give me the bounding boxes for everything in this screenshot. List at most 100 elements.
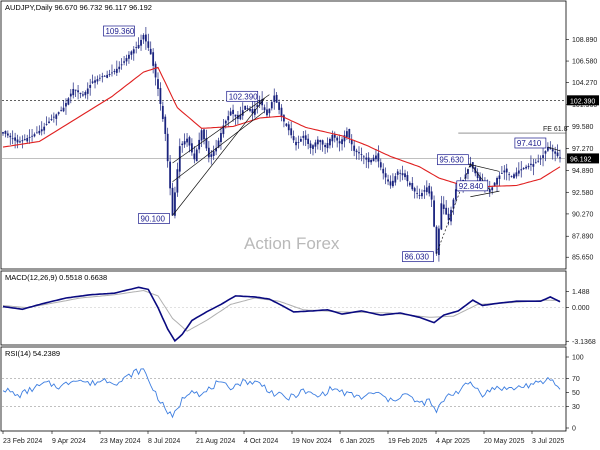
macd-panel: 1.488 0.000 -3.1368	[2, 286, 596, 346]
price-bar-body	[188, 137, 191, 146]
price-bar-body	[72, 88, 75, 96]
price-bar-body	[428, 185, 431, 194]
price-bar-body	[295, 141, 297, 146]
price-bar-body	[115, 68, 118, 73]
price-tick-label: 106.580	[572, 59, 597, 66]
price-tick-label: 94.890	[572, 168, 594, 175]
price-bar-body	[510, 176, 513, 177]
price-bar-body	[268, 108, 271, 114]
level-marker-box	[567, 95, 599, 106]
annotation-box	[103, 25, 135, 37]
price-panel-frame	[0, 0, 567, 270]
price-bar-body	[164, 116, 167, 134]
price-bar-body	[382, 168, 385, 174]
price-bar-body	[6, 133, 9, 136]
price-bar-body	[367, 157, 370, 163]
price-bar-body	[551, 149, 554, 152]
level-marker-label: 102.390	[570, 98, 595, 105]
price-bar-body	[329, 138, 331, 146]
price-bar-body	[31, 135, 33, 137]
annotation-label: 95.630	[439, 156, 464, 165]
price-bar-body	[559, 157, 561, 159]
price-bar-body	[515, 172, 518, 177]
price-bar-body	[253, 109, 256, 115]
price-bar-body	[144, 34, 147, 42]
price-bar-body	[157, 79, 159, 89]
price-bar-body	[142, 34, 145, 40]
price-tick-label: 85.650	[572, 255, 594, 262]
price-bar-body	[520, 169, 523, 171]
price-bar-body	[120, 64, 123, 66]
price-bar-body	[442, 204, 445, 209]
price-bar-body	[174, 192, 176, 216]
price-bar-body	[227, 116, 230, 121]
annotation-box	[514, 137, 547, 149]
price-bar-body	[169, 161, 171, 189]
annotation-label: 109.360	[105, 27, 134, 36]
trendline	[547, 146, 561, 152]
price-bar-body	[488, 189, 491, 193]
price-marker-label: 96.192	[570, 156, 592, 163]
price-bar-body	[362, 156, 365, 158]
price-bar-body	[183, 141, 186, 145]
price-bar-body	[200, 130, 203, 141]
price-bar-body	[152, 52, 155, 66]
price-bar-body	[421, 193, 423, 197]
price-bar-body	[479, 176, 481, 181]
price-bar-body	[275, 94, 278, 103]
price-bar-body	[452, 199, 455, 209]
rsi-tick-label: 100	[572, 355, 584, 362]
price-bar-body	[62, 107, 65, 112]
price-bar-body	[38, 130, 41, 134]
price-bar-body	[348, 129, 351, 138]
price-bar-body	[321, 140, 324, 145]
price-bar-body	[542, 155, 544, 158]
price-bar-body	[404, 173, 406, 178]
price-bar-body	[338, 141, 341, 144]
price-bar-body	[302, 135, 305, 138]
price-bar-body	[498, 175, 501, 180]
price-bar-body	[43, 126, 46, 131]
rsi-tick-label: 30	[572, 404, 580, 411]
price-bar-body	[74, 89, 77, 91]
price-bar-body	[224, 120, 227, 124]
price-bar-body	[178, 146, 181, 172]
price-bar-body	[50, 118, 53, 120]
price-bar-body	[190, 143, 193, 153]
price-bar-body	[251, 109, 254, 114]
price-title: AUDJPY,Daily 96.670 96.732 96.117 96.192	[5, 3, 152, 12]
price-bar-body	[198, 139, 201, 150]
price-bar-body	[234, 114, 237, 117]
price-bar-body	[36, 132, 38, 134]
watermark: Action Forex	[244, 234, 340, 253]
price-bar-body	[91, 81, 94, 83]
price-bar-body	[222, 125, 225, 135]
price-tick-label: 97.270	[572, 146, 594, 153]
price-bar-body	[207, 147, 210, 158]
macd-line	[2, 286, 561, 343]
rsi-line	[2, 368, 561, 419]
annotation-label: 92.840	[459, 182, 484, 191]
price-bar-body	[372, 157, 375, 162]
price-bar-body	[137, 44, 140, 49]
price-bar-body	[57, 112, 60, 114]
annotation-box	[456, 180, 489, 192]
trendline	[172, 111, 265, 183]
price-bar-body	[304, 135, 307, 140]
price-bar-body	[425, 187, 428, 193]
price-bar-body	[161, 105, 164, 119]
price-bar-body	[500, 173, 503, 174]
price-bar-body	[399, 172, 402, 174]
price-bar-body	[111, 72, 113, 74]
price-bar-body	[375, 155, 377, 160]
price-bar-body	[256, 104, 259, 108]
price-bar-body	[496, 178, 498, 185]
rsi-tick-label: 70	[572, 376, 580, 383]
x-tick-label: 20 May 2025	[484, 438, 525, 445]
price-bar-body	[217, 140, 220, 148]
price-bar-body	[537, 160, 540, 162]
price-bar-body	[4, 130, 7, 134]
rsi-tick-label: 0	[572, 426, 576, 433]
price-bar-body	[106, 74, 109, 78]
price-bar-body	[154, 63, 157, 78]
